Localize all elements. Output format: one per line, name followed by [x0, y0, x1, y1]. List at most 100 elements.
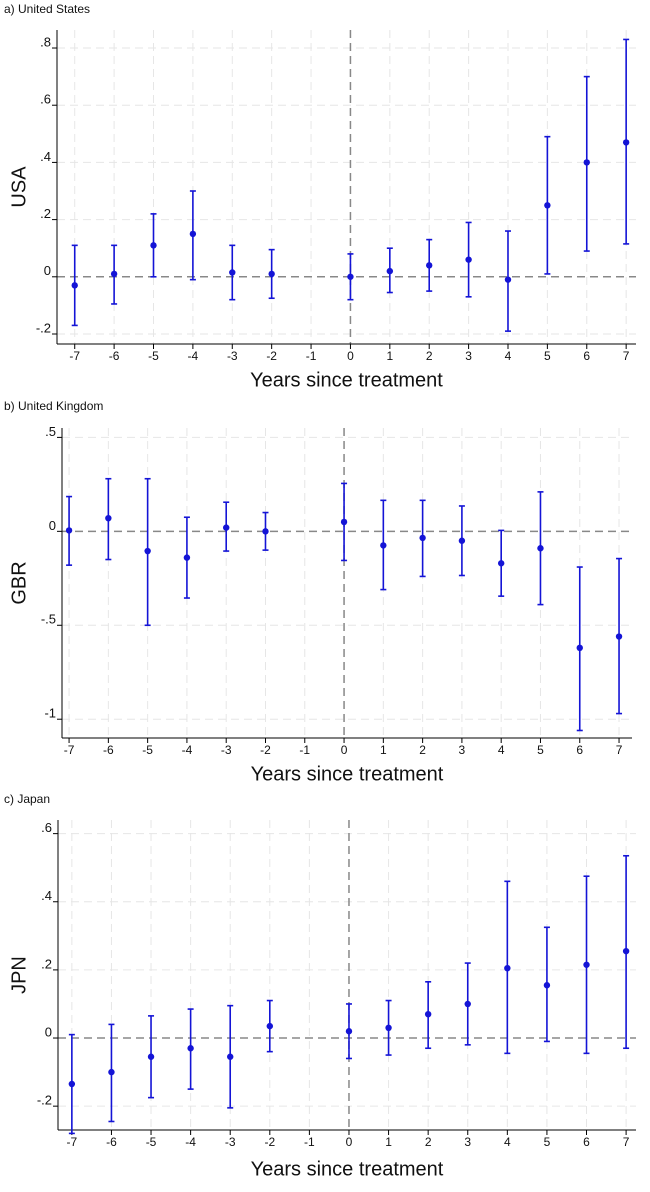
point: [108, 1068, 115, 1076]
x-tick-label: 5: [537, 743, 544, 757]
y-tick-label: .8: [40, 34, 51, 49]
point: [465, 256, 472, 263]
x-tick-label: 6: [576, 743, 583, 757]
point: [147, 1053, 155, 1060]
x-tick-label: 2: [426, 349, 433, 363]
x-tick-label: 6: [583, 1135, 590, 1149]
point: [622, 139, 630, 146]
y-tick-label: .4: [41, 888, 52, 903]
y-tick-label: .2: [40, 206, 51, 221]
x-tick-label: 3: [465, 349, 472, 363]
point: [622, 947, 630, 955]
point: [380, 542, 387, 549]
x-tick-label: -4: [188, 349, 199, 363]
point: [426, 262, 433, 269]
x-tick-label: 1: [386, 349, 393, 363]
y-axis-title: JPN: [8, 956, 30, 994]
point: [386, 267, 394, 275]
x-axis-title: Years since treatment: [251, 763, 444, 785]
point: [110, 270, 118, 278]
x-tick-label: -1: [304, 1135, 315, 1149]
panel-title: a) United States: [4, 2, 90, 16]
x-tick-label: 0: [341, 743, 348, 757]
x-tick-label: -5: [142, 743, 153, 757]
point: [68, 1080, 76, 1088]
y-tick-label: .6: [40, 92, 51, 107]
x-tick-label: -1: [299, 743, 310, 757]
point: [497, 560, 505, 567]
point: [583, 961, 590, 968]
point: [262, 528, 269, 535]
point: [576, 644, 583, 652]
point: [268, 270, 275, 278]
point: [345, 1028, 353, 1035]
point: [229, 269, 236, 276]
x-tick-label: -5: [146, 1135, 157, 1149]
x-tick-label: -7: [67, 1135, 78, 1149]
x-tick-label: 4: [498, 743, 505, 757]
point: [419, 534, 426, 542]
point: [385, 1024, 392, 1032]
y-tick-label: -1: [44, 706, 56, 721]
x-tick-label: -5: [148, 349, 159, 363]
x-tick-label: 0: [347, 349, 354, 363]
point: [504, 276, 512, 283]
point: [266, 1022, 274, 1030]
x-tick-label: -3: [221, 743, 232, 757]
x-tick-label: 4: [504, 1135, 511, 1149]
y-tick-label: 0: [49, 518, 56, 533]
point: [615, 633, 623, 640]
point: [340, 518, 348, 526]
x-tick-label: -2: [264, 1135, 275, 1149]
x-tick-label: 1: [380, 743, 387, 757]
x-tick-label: -2: [260, 743, 271, 757]
point: [187, 1045, 194, 1052]
point: [65, 527, 73, 534]
point: [464, 1000, 471, 1008]
x-tick-label: -6: [106, 1135, 117, 1149]
x-tick-label: 3: [459, 743, 466, 757]
x-tick-label: 0: [346, 1135, 353, 1149]
point: [144, 547, 151, 555]
point: [71, 282, 78, 289]
y-axis-title: GBR: [8, 561, 30, 604]
x-axis-title: Years since treatment: [251, 1158, 444, 1180]
x-tick-label: -4: [185, 1135, 196, 1149]
point: [424, 1010, 432, 1018]
point: [150, 242, 157, 249]
point: [105, 514, 112, 522]
x-tick-label: -7: [69, 349, 80, 363]
x-tick-label: 7: [616, 743, 623, 757]
x-tick-label: 5: [544, 1135, 551, 1149]
point: [504, 964, 511, 972]
panel-title: c) Japan: [4, 792, 50, 806]
y-axis-title: USA: [8, 166, 30, 208]
x-axis-title: Years since treatment: [250, 369, 443, 391]
y-tick-label: -.2: [37, 1093, 52, 1108]
x-tick-label: -6: [103, 743, 114, 757]
point: [537, 545, 544, 552]
y-tick-label: -.2: [36, 320, 51, 335]
x-tick-label: 2: [425, 1135, 432, 1149]
point: [583, 159, 590, 166]
y-tick-label: .6: [41, 820, 52, 835]
x-tick-label: 1: [385, 1135, 392, 1149]
panel-title: b) United Kingdom: [4, 399, 103, 413]
x-tick-label: 3: [464, 1135, 471, 1149]
x-tick-label: 5: [544, 349, 551, 363]
point: [183, 554, 191, 561]
x-tick-label: -7: [64, 743, 75, 757]
point: [347, 273, 354, 280]
y-tick-label: .5: [45, 424, 56, 439]
y-tick-label: -.5: [41, 612, 56, 627]
x-tick-label: 7: [623, 1135, 630, 1149]
x-tick-label: 2: [419, 743, 426, 757]
y-tick-label: .4: [40, 149, 51, 164]
x-tick-label: -4: [182, 743, 193, 757]
y-tick-label: 0: [45, 1024, 52, 1039]
point: [189, 230, 197, 238]
x-tick-label: -6: [109, 349, 120, 363]
y-tick-label: .2: [41, 956, 52, 971]
point: [223, 524, 230, 531]
